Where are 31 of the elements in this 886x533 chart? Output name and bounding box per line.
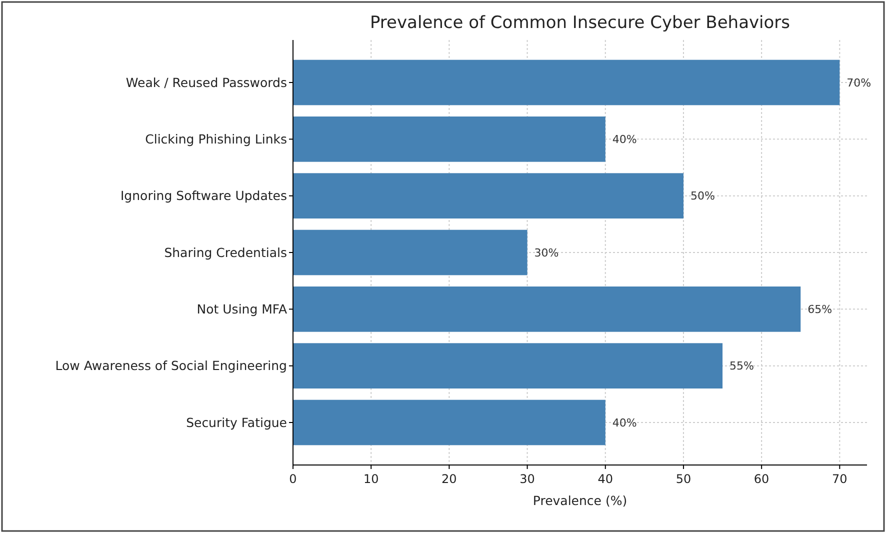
bar xyxy=(293,116,606,162)
data-label: 30% xyxy=(534,246,559,260)
data-label: 70% xyxy=(846,76,872,90)
y-tick-label: Weak / Reused Passwords xyxy=(126,74,287,90)
bar xyxy=(293,230,528,276)
bar xyxy=(293,400,606,446)
y-tick-label: Sharing Credentials xyxy=(164,244,287,260)
data-label: 50% xyxy=(690,190,715,203)
x-tick-label: 40 xyxy=(598,472,614,486)
data-label: 40% xyxy=(612,133,637,146)
chart-title: Prevalence of Common Insecure Cyber Behaviors xyxy=(370,13,790,33)
x-tick-label: 50 xyxy=(676,472,692,486)
bar xyxy=(293,286,801,332)
x-tick-label: 70 xyxy=(832,472,848,486)
y-tick-label: Not Using MFA xyxy=(196,302,288,317)
x-axis-title: Prevalence (%) xyxy=(532,493,628,508)
data-label: 40% xyxy=(612,416,637,430)
x-tick-label: 20 xyxy=(442,472,457,486)
data-label: 55% xyxy=(730,360,754,373)
x-tick-label: 10 xyxy=(363,472,379,486)
y-tick-label: Security Fatigue xyxy=(186,414,288,430)
bar xyxy=(293,173,684,218)
data-label: 65% xyxy=(808,303,832,316)
x-tick-label: 30 xyxy=(520,472,535,486)
x-tick-label: 60 xyxy=(754,472,770,486)
y-tick-label: Clicking Phishing Links xyxy=(145,132,287,147)
y-tick-label: Ignoring Software Updates xyxy=(120,188,287,204)
x-tick-label: 0 xyxy=(289,472,297,486)
bar xyxy=(293,60,840,106)
y-tick-label: Low Awareness of Social Engineering xyxy=(55,358,287,374)
bar xyxy=(293,343,723,388)
